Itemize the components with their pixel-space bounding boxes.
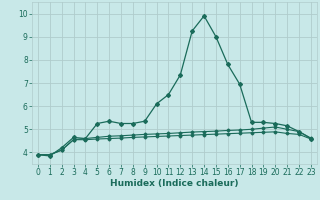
X-axis label: Humidex (Indice chaleur): Humidex (Indice chaleur): [110, 179, 239, 188]
